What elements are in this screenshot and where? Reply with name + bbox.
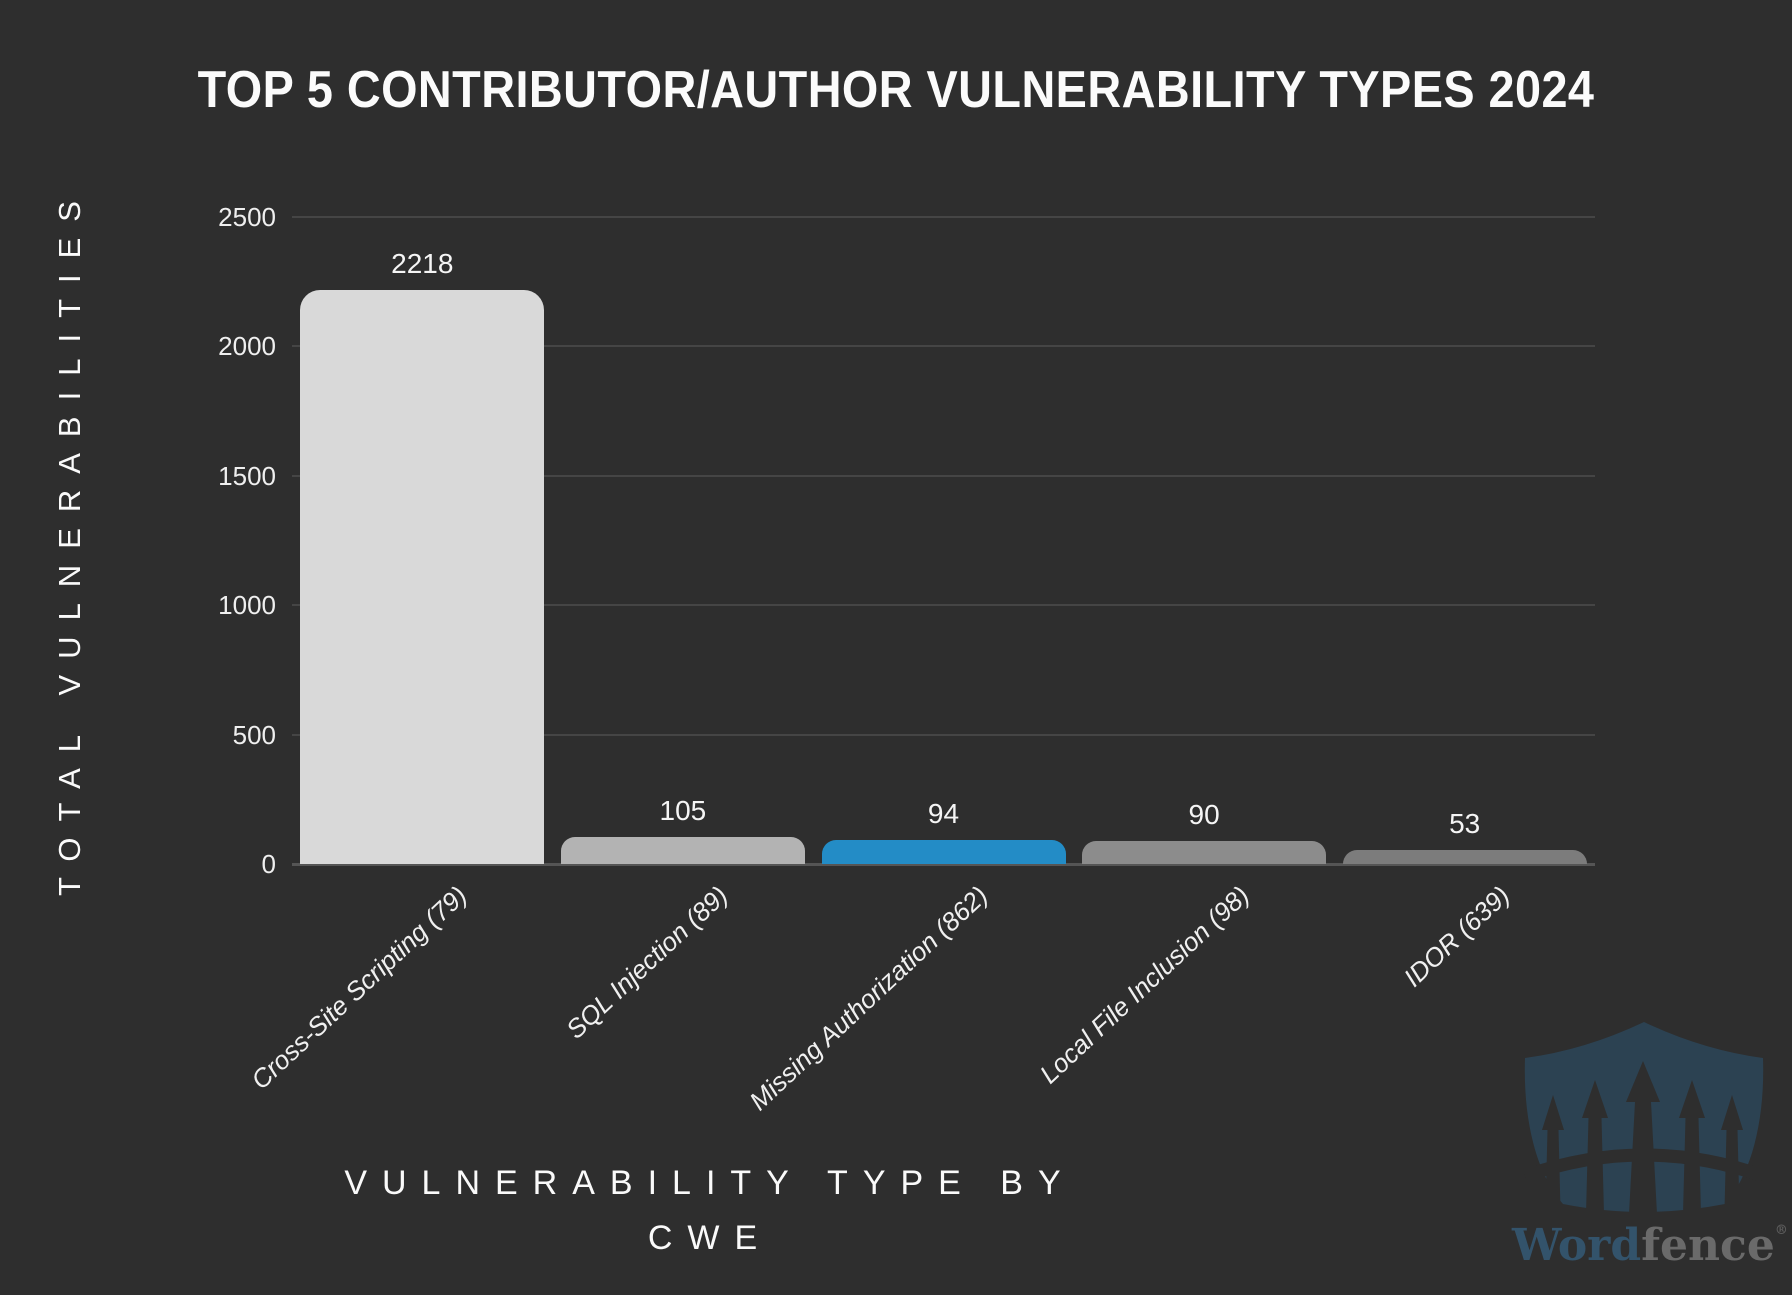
wordfence-wordmark: Wordfence® xyxy=(1512,1220,1788,1271)
gridline xyxy=(292,474,1595,477)
bar xyxy=(821,840,1066,864)
registered-trademark-symbol: ® xyxy=(1774,1223,1788,1238)
bar-value-label: 90 xyxy=(1188,799,1220,830)
x-category-label: Local File Inclusion (98) xyxy=(1033,880,1255,1090)
y-tick-label: 2000 xyxy=(218,331,276,362)
wordfence-logo: Wordfence® xyxy=(1512,1022,1788,1271)
y-tick-label: 0 xyxy=(261,849,276,879)
wordfence-shield-icon xyxy=(1523,1022,1765,1214)
bar-value-label: 105 xyxy=(659,795,707,826)
bar xyxy=(1342,850,1587,864)
bar-value-label: 94 xyxy=(927,798,960,829)
wordmark-fence: fence xyxy=(1641,1220,1775,1271)
chart-title: TOP 5 CONTRIBUTOR/AUTHOR VULNERABILITY T… xyxy=(197,61,1595,119)
x-axis-title: VULNERABILITY TYPE BY CWE xyxy=(344,1164,1076,1258)
wordmark-word: Word xyxy=(1512,1220,1642,1271)
x-axis-line xyxy=(292,863,1595,866)
y-tick-label: 500 xyxy=(232,719,276,750)
gridline xyxy=(292,733,1595,736)
y-tick-label: 1500 xyxy=(218,460,276,491)
bar xyxy=(560,837,805,864)
plot-area: 0 500 1000 1500 2000 2500 2218 Cross-Site Scrip… xyxy=(218,202,1595,1116)
bar-value-label: 2218 xyxy=(391,248,454,279)
y-tick-label: 1000 xyxy=(218,590,276,621)
gridline xyxy=(292,345,1595,348)
bar-value-label: 53 xyxy=(1449,808,1481,839)
gridline xyxy=(292,216,1595,218)
x-category-label: SQL Injection (89) xyxy=(559,880,734,1045)
gridline xyxy=(292,604,1595,607)
bar xyxy=(1082,841,1327,864)
y-axis-title: TOTAL VULNERABILITIES xyxy=(52,185,87,896)
y-tick-label: 2500 xyxy=(218,202,276,232)
x-category-label: IDOR (639) xyxy=(1397,880,1516,993)
bar xyxy=(300,290,545,864)
x-category-label: Missing Authorization (862) xyxy=(743,880,994,1117)
x-category-label: Cross-Site Scripting (79) xyxy=(245,880,473,1096)
